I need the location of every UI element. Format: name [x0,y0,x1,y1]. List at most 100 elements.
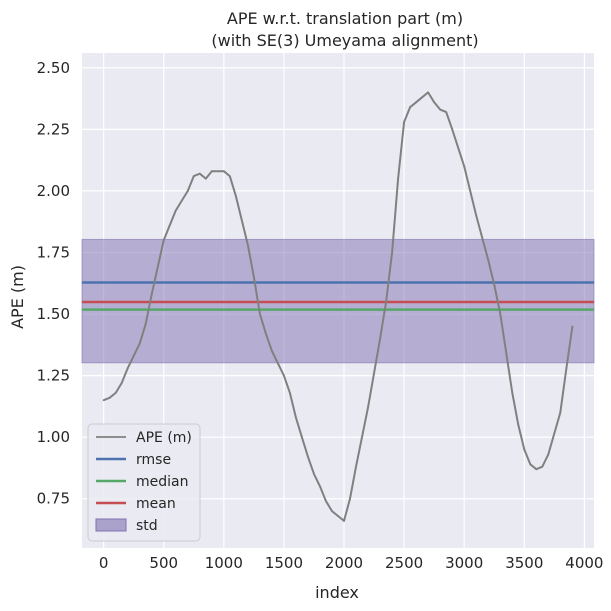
x-axis-ticks: 0 500 1000 1500 2000 2500 3000 3500 4000 [99,554,604,572]
ape-data-point [403,121,405,123]
x-tick-label: 3500 [505,554,543,572]
legend-label: APE (m) [136,430,192,446]
ape-data-point [150,293,153,296]
ape-data-point [307,456,309,458]
ape-data-point [108,396,111,399]
ape-data-point [186,190,189,192]
ape-data-point [463,165,466,168]
legend-swatch-std [95,518,127,532]
ape-data-point [331,510,333,512]
ape-data-point [144,323,147,325]
x-tick-label: 2000 [325,554,363,572]
ape-data-point [451,128,454,131]
ape-data-point [511,392,514,394]
y-axis-ticks: 0.75 1.00 1.25 1.50 1.75 2.00 2.25 2.50 [37,59,70,508]
y-tick-label: 2.25 [37,120,70,138]
ape-data-point [379,337,381,340]
ape-data-point [571,325,574,328]
reference-lines [82,281,594,311]
ape-data-point [271,350,273,352]
ape-data-point [313,473,315,475]
ape-data-point [385,300,387,303]
ape-data-point [319,485,321,488]
y-tick-label: 2.50 [37,59,70,77]
ape-data-point [265,332,267,335]
x-tick-label: 500 [149,554,178,572]
ape-data-point [397,177,399,180]
ape-data-point [162,239,165,242]
ape-data-point [114,392,117,394]
x-axis-label: index [315,583,359,602]
y-tick-label: 1.25 [37,367,70,385]
legend-label: rmse [136,452,171,468]
ape-data-point [541,465,544,468]
ape-data-point [253,276,255,278]
ape-data-point [138,342,141,345]
x-tick-label: 3000 [445,554,483,572]
ape-data-point [295,416,297,419]
ape-data-point [559,411,562,414]
legend-box [87,423,201,542]
ape-data-point [529,463,532,466]
ape-data-point [433,101,436,104]
ape-data-point [445,111,448,113]
ape-data-point [547,453,550,456]
ape-data-point [343,520,345,522]
y-tick-label: 1.00 [37,428,70,446]
legend-label: std [136,518,158,534]
ape-series-line [103,91,574,522]
ape-data-point [301,436,303,439]
ape-data-point [367,406,369,409]
legend-label: median [136,474,188,490]
y-tick-label: 1.50 [37,305,70,323]
ape-data-point [259,313,261,315]
legend-label: mean [136,496,176,512]
x-tick-label: 2500 [385,554,423,572]
ape-data-point [487,259,490,261]
ape-data-point [391,251,393,254]
chart-subtitle: (with SE(3) Umeyama alignment) [211,31,478,50]
ape-data-point [132,355,135,357]
ape-data-point [499,313,502,315]
ape-data-point [427,91,429,94]
ape-data-point [228,175,231,178]
ape-data-point [355,465,357,468]
ape-data-point [349,497,351,500]
ape-data-point [523,448,526,451]
ape-data-point [174,209,177,212]
x-tick-label: 1500 [265,554,303,572]
ape-data-point [421,96,423,99]
ape-data-point [277,362,279,365]
ape-data-point [289,392,291,394]
ape-data-point [517,424,520,426]
ape-data-point [565,367,568,370]
ape-data-point [120,382,123,384]
ape-data-point [415,101,417,104]
ape-data-point [204,177,207,180]
y-tick-label: 0.75 [37,490,70,508]
y-tick-label: 1.75 [37,243,70,261]
ape-data-point [439,108,442,111]
ape-data-point [409,106,411,109]
ape-data-point [475,214,478,217]
ape-data-point [535,468,538,471]
ape-data-point [505,352,508,355]
legend: APE (m) rmse median mean std [87,423,201,542]
ape-data-point [198,172,201,175]
ape-data-point [325,500,327,503]
series-layer [102,91,574,522]
ape-data-point [192,175,195,178]
x-tick-label: 1000 [205,554,243,572]
ape-data-point [234,194,237,197]
ape-data-point [102,399,105,402]
ape-data-point [493,283,496,286]
y-tick-label: 2.00 [37,182,70,200]
ape-data-point [283,374,285,377]
chart-title: APE w.r.t. translation part (m) [227,9,463,28]
ape-data-point [210,170,213,173]
ape-data-point [126,367,129,370]
ape-data-point [337,515,339,517]
x-tick-label: 0 [99,554,109,572]
x-tick-label: 4000 [565,554,603,572]
